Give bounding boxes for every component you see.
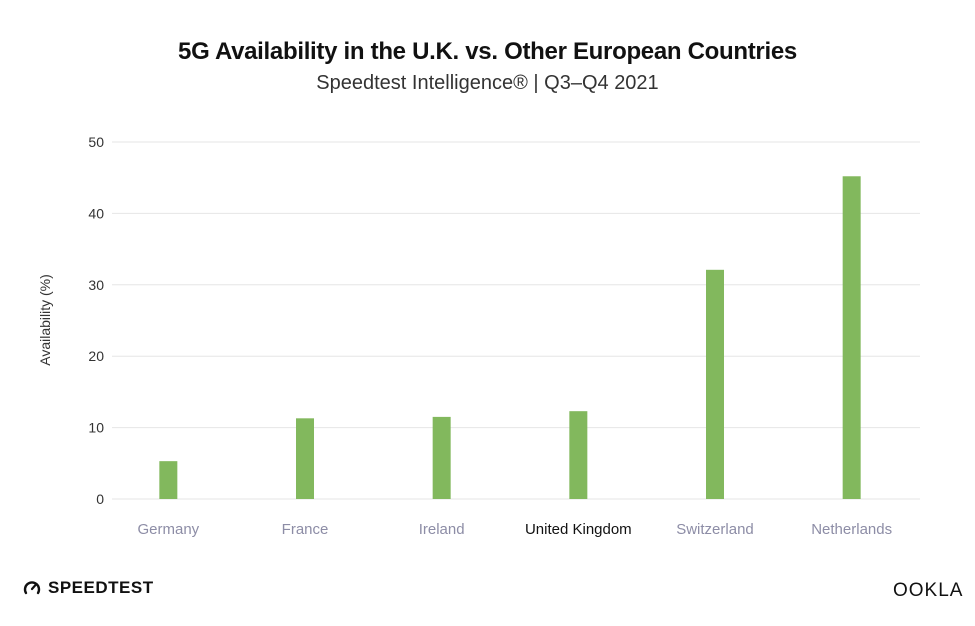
y-tick-label: 40 [88,205,104,221]
ookla-logo: OOKLA [893,580,964,601]
speedometer-icon [23,581,41,595]
chart-subtitle: Speedtest Intelligence® | Q3–Q4 2021 [316,72,659,94]
y-tick-label: 50 [88,134,104,150]
x-tick-label: France [282,521,329,538]
y-tick-label: 10 [88,420,104,436]
bar-germany [159,461,178,499]
bar-ireland [432,416,451,499]
speedtest-logo: SPEEDTEST [22,578,154,598]
speedtest-brand: SPEEDTEST [48,578,154,597]
y-axis-label: Availability (%) [37,274,53,366]
x-tick-label: Germany [137,521,199,538]
y-tick-label: 30 [88,277,104,293]
x-tick-label: Switzerland [676,521,754,538]
bar-chart: 0 10 20 30 40 50 Germany France Ireland United K… [37,134,920,538]
chart-title: 5G Availability in the U.K. vs. Other Eu… [178,38,797,65]
x-tick-label: Netherlands [811,521,892,538]
bar-switzerland [706,269,724,499]
y-tick-label: 20 [88,348,104,364]
bar-france [296,418,314,499]
x-tick-label: United Kingdom [525,521,632,538]
y-tick-label: 0 [96,491,104,507]
bar-netherlands [842,176,861,499]
x-tick-label: Ireland [419,521,465,538]
bar-united-kingdom [569,411,588,499]
